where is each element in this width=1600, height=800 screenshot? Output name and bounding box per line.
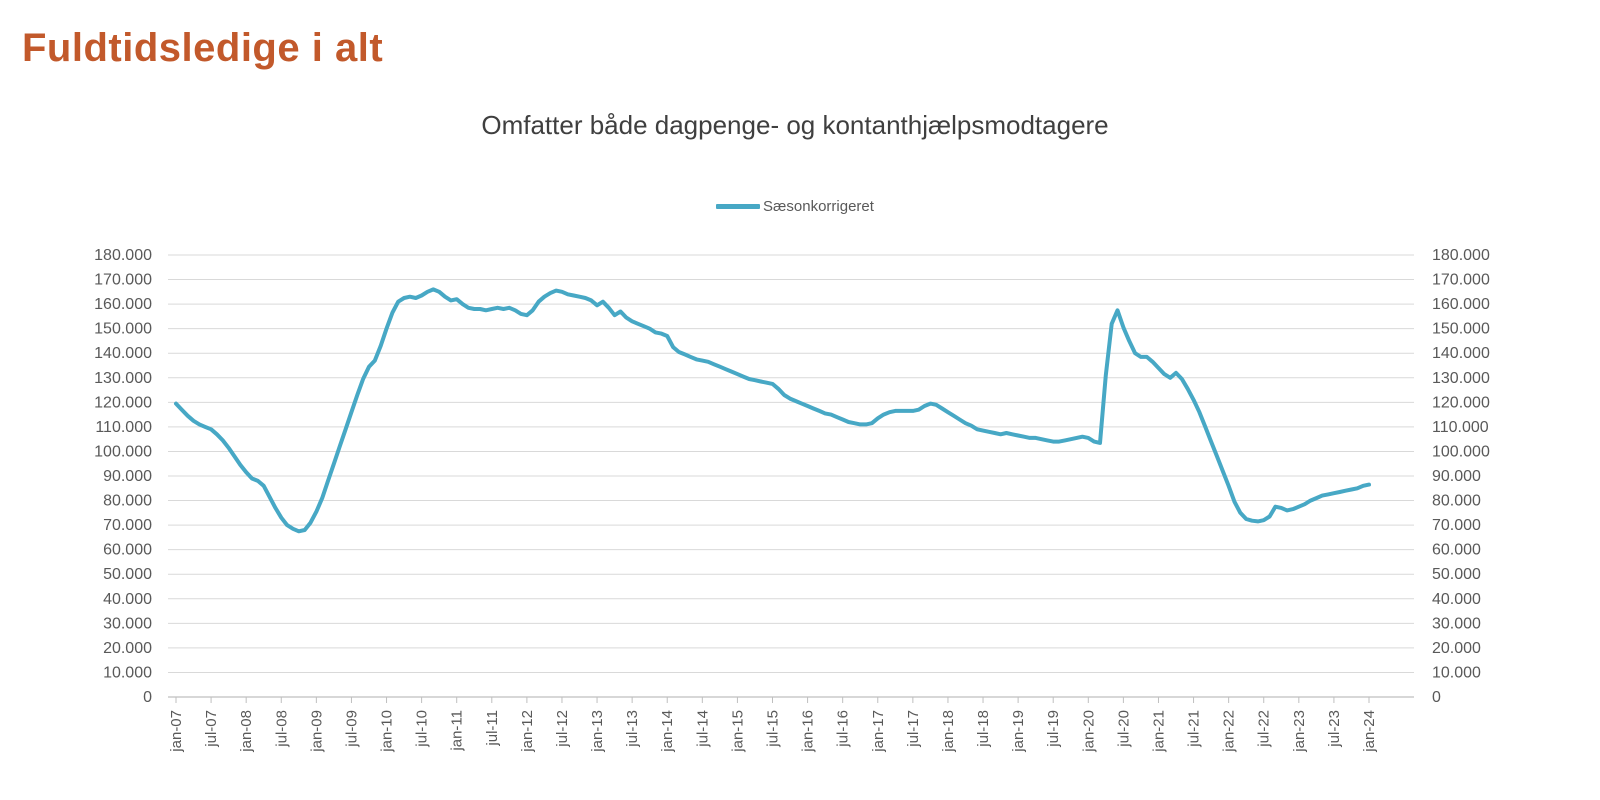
x-axis-label: jan-14 xyxy=(659,710,676,753)
y-axis-label-right: 90.000 xyxy=(1432,468,1481,485)
y-axis-label-left: 120.000 xyxy=(94,394,152,411)
x-axis-label: jul-20 xyxy=(1115,710,1132,748)
y-axis-label-right: 120.000 xyxy=(1432,394,1490,411)
y-axis-label-right: 180.000 xyxy=(1432,247,1490,264)
page-title: Fuldtidsledige i alt xyxy=(22,26,384,70)
x-axis-label: jul-16 xyxy=(835,710,852,748)
y-axis-label-left: 180.000 xyxy=(94,247,152,264)
y-axis-label-left: 40.000 xyxy=(103,591,152,608)
x-axis-label: jul-10 xyxy=(414,710,431,748)
x-axis-label: jan-21 xyxy=(1150,710,1167,753)
x-axis-label: jan-20 xyxy=(1080,710,1097,753)
x-axis-label: jan-17 xyxy=(870,710,887,753)
x-axis-label: jan-18 xyxy=(940,710,957,753)
x-axis-label: jan-13 xyxy=(589,710,606,753)
legend: Sæsonkorrigeret xyxy=(170,198,1420,215)
y-axis-label-right: 10.000 xyxy=(1432,664,1481,681)
y-axis-label-left: 70.000 xyxy=(103,517,152,534)
y-axis-label-right: 150.000 xyxy=(1432,321,1490,338)
x-axis-label: jul-07 xyxy=(203,710,220,748)
x-axis-label: jan-23 xyxy=(1291,710,1308,753)
legend-line-marker xyxy=(716,204,761,209)
x-axis-label: jan-22 xyxy=(1221,710,1238,753)
y-axis-label-left: 140.000 xyxy=(94,345,152,362)
y-axis-label-right: 140.000 xyxy=(1432,345,1490,362)
y-axis-label-left: 160.000 xyxy=(94,296,152,313)
legend-label: Sæsonkorrigeret xyxy=(763,198,874,215)
x-axis-label: jul-15 xyxy=(765,710,782,748)
x-axis-label: jan-15 xyxy=(729,710,746,753)
x-axis-label: jul-23 xyxy=(1326,710,1343,748)
x-axis-label: jul-13 xyxy=(624,710,641,748)
x-axis-label: jul-11 xyxy=(484,710,501,747)
y-axis-label-left: 110.000 xyxy=(95,419,152,436)
y-axis-label-right: 60.000 xyxy=(1432,542,1481,559)
x-axis-label: jul-19 xyxy=(1045,710,1062,748)
y-axis-label-right: 0 xyxy=(1432,689,1441,706)
y-axis-label-left: 100.000 xyxy=(94,443,152,460)
x-axis-label: jan-08 xyxy=(238,710,255,753)
y-axis-label-left: 150.000 xyxy=(94,321,152,338)
y-axis-label-left: 0 xyxy=(143,689,152,706)
x-axis-label: jul-14 xyxy=(694,710,711,748)
y-axis-label-left: 50.000 xyxy=(103,566,152,583)
y-axis-label-left: 90.000 xyxy=(103,468,152,485)
x-axis-label: jan-24 xyxy=(1361,710,1378,753)
y-axis-label-left: 30.000 xyxy=(103,615,152,632)
y-axis-label-left: 60.000 xyxy=(103,542,152,559)
x-axis-label: jan-10 xyxy=(379,710,396,753)
y-axis-label-right: 170.000 xyxy=(1432,272,1490,289)
x-axis-label: jan-19 xyxy=(1010,710,1027,753)
y-axis-label-right: 20.000 xyxy=(1432,640,1481,657)
chart-title: Omfatter både dagpenge- og kontanthjælps… xyxy=(481,110,1109,140)
x-axis-label: jan-16 xyxy=(800,710,817,753)
x-axis-label: jan-07 xyxy=(168,710,185,753)
y-axis-label-left: 130.000 xyxy=(94,370,152,387)
x-axis-label: jan-11 xyxy=(449,710,466,752)
y-axis-label-right: 80.000 xyxy=(1432,493,1481,510)
y-axis-label-right: 100.000 xyxy=(1432,443,1490,460)
x-axis-label: jul-08 xyxy=(273,710,290,748)
x-axis-label: jul-17 xyxy=(905,710,922,748)
x-axis-label: jul-18 xyxy=(975,710,992,748)
x-axis-label: jul-21 xyxy=(1186,710,1203,748)
x-axis-label: jan-12 xyxy=(519,710,536,753)
y-axis-label-left: 10.000 xyxy=(103,664,152,681)
y-axis-label-right: 70.000 xyxy=(1432,517,1481,534)
y-axis-label-right: 40.000 xyxy=(1432,591,1481,608)
x-axis-label: jul-22 xyxy=(1256,710,1273,748)
y-axis-label-right: 160.000 xyxy=(1432,296,1490,313)
y-axis-label-left: 20.000 xyxy=(103,640,152,657)
series-line-saesonkorrigeret xyxy=(174,287,1371,534)
y-axis-label-right: 50.000 xyxy=(1432,566,1481,583)
y-axis-label-right: 130.000 xyxy=(1432,370,1490,387)
x-axis-label: jul-12 xyxy=(554,710,571,748)
y-axis-label-left: 80.000 xyxy=(103,493,152,510)
y-axis-label-right: 110.000 xyxy=(1432,419,1489,436)
y-axis-label-right: 30.000 xyxy=(1432,615,1481,632)
x-axis-label: jan-09 xyxy=(308,710,325,753)
x-axis-label: jul-09 xyxy=(343,710,360,748)
y-axis-label-left: 170.000 xyxy=(94,272,152,289)
